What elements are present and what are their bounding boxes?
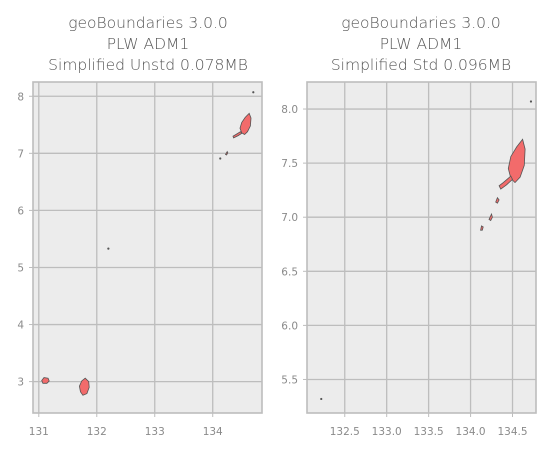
- map-panel-std: geoBoundaries 3.0.0 PLW ADM1 Simplified …: [281, 14, 537, 438]
- region-eil-malk: [495, 196, 500, 204]
- y-tick-label: 3: [17, 377, 24, 389]
- plot-area: [307, 82, 536, 413]
- grid: [307, 82, 536, 413]
- x-tick-label: 133.5: [414, 426, 444, 438]
- region-babeldaob: [507, 138, 526, 184]
- x-tick-label: 134: [203, 426, 223, 438]
- y-tick-label: 5: [17, 262, 24, 274]
- region-helen-reef: [78, 377, 90, 396]
- axis-ticks: 132.5 133.0 133.5 134.0 134.5 5.5 6.0 6.5 7.0 7.5…: [281, 104, 527, 438]
- x-tick-label: 132.5: [330, 426, 360, 438]
- title-line-1: geoBoundaries 3.0.0: [68, 14, 228, 32]
- x-tick-label: 134.5: [497, 426, 527, 438]
- title-line-1: geoBoundaries 3.0.0: [341, 14, 501, 32]
- region-angaur: [480, 225, 484, 231]
- region-tobi: [41, 377, 50, 384]
- title-line-3: Simplified Std 0.096MB: [331, 56, 511, 74]
- y-tick-label: 8: [17, 91, 24, 103]
- y-tick-label: 6.0: [281, 320, 298, 332]
- x-tick-label: 134.0: [456, 426, 486, 438]
- y-tick-label: 7.0: [281, 212, 298, 224]
- x-tick-label: 133.0: [372, 426, 402, 438]
- y-tick-label: 6: [17, 205, 24, 217]
- x-tick-label: 132: [87, 426, 107, 438]
- region-angaur: [219, 157, 222, 160]
- plot-area: [33, 82, 262, 413]
- y-tick-label: 4: [17, 320, 24, 332]
- y-tick-label: 8.0: [281, 104, 298, 116]
- y-tick-label: 7.5: [281, 158, 298, 170]
- region-sonsorol: [320, 397, 323, 401]
- title-line-3: Simplified Unstd 0.078MB: [48, 56, 248, 74]
- region-babeldaob: [239, 112, 252, 135]
- x-tick-label: 133: [145, 426, 165, 438]
- boundary-features: [320, 100, 533, 401]
- y-tick-label: 5.5: [281, 374, 298, 386]
- boundary-features: [41, 91, 255, 396]
- plot-frame: [32, 81, 263, 414]
- region-kayangel: [252, 91, 255, 94]
- title-line-2: PLW ADM1: [380, 35, 463, 53]
- y-tick-label: 6.5: [281, 266, 298, 278]
- grid: [33, 82, 262, 413]
- title-line-2: PLW ADM1: [107, 35, 190, 53]
- axis-ticks: 131 132 133 134 3 4 5 6 7 8: [17, 91, 223, 438]
- region-koror-islands: [232, 131, 243, 139]
- region-peleliu: [488, 212, 493, 222]
- region-koror-islands: [498, 175, 513, 190]
- region-merir: [107, 247, 110, 250]
- map-panel-unstd: geoBoundaries 3.0.0 PLW ADM1 Simplified …: [17, 14, 263, 438]
- region-peleliu: [224, 150, 229, 156]
- region-kayangel: [529, 100, 533, 103]
- x-tick-label: 131: [29, 426, 49, 438]
- plot-frame: [306, 81, 537, 414]
- y-tick-label: 7: [17, 148, 24, 160]
